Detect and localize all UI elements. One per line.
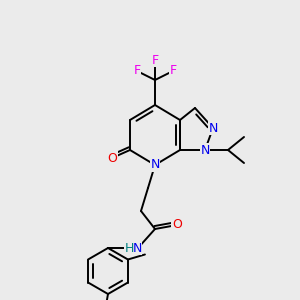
Text: N: N xyxy=(150,158,160,172)
Text: F: F xyxy=(152,53,159,67)
Text: N: N xyxy=(200,143,210,157)
Text: F: F xyxy=(169,64,177,77)
Text: N: N xyxy=(208,122,218,134)
Text: O: O xyxy=(107,152,117,164)
Text: O: O xyxy=(172,218,182,232)
Text: N: N xyxy=(132,242,142,254)
Text: F: F xyxy=(134,64,141,77)
Text: H: H xyxy=(124,242,134,254)
